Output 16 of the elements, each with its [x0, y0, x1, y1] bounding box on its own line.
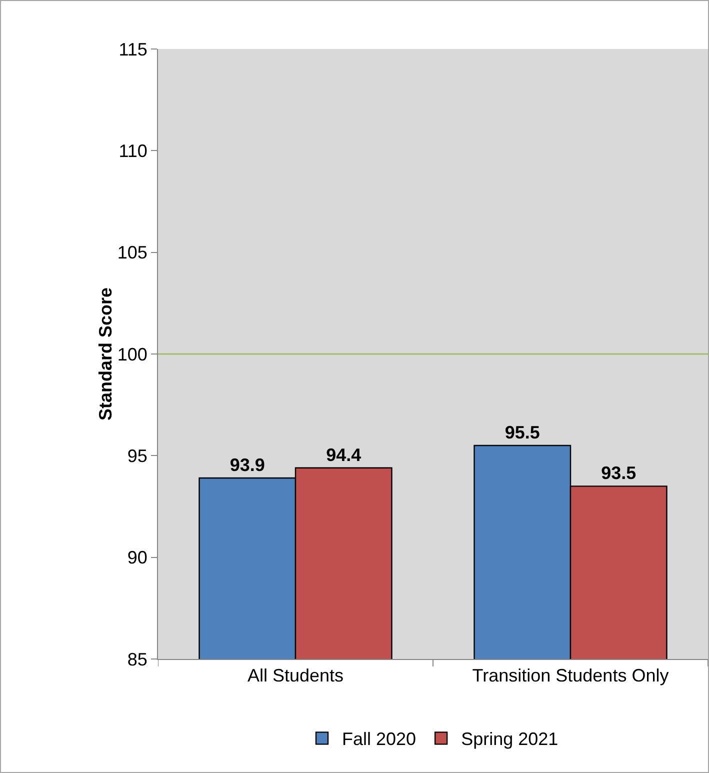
y-tick-label: 95 [127, 446, 148, 466]
y-tick-label: 85 [127, 649, 148, 670]
y-axis-title: Standard Score [95, 287, 116, 421]
x-tick-label: All Students [247, 666, 344, 686]
legend-label: Spring 2021 [461, 729, 558, 750]
data-label: 93.5 [601, 463, 636, 484]
y-tick-label: 100 [117, 344, 148, 364]
data-label: 93.9 [230, 455, 265, 476]
legend-label: Fall 2020 [342, 729, 416, 750]
y-tick-label: 115 [118, 39, 148, 60]
y-tick-label: 110 [118, 140, 148, 161]
data-label: 94.4 [326, 444, 362, 465]
y-tick-label: 90 [127, 548, 148, 568]
x-tick-label: Transition Students Only [472, 666, 669, 686]
data-label: 95.5 [504, 422, 540, 442]
y-tick-label: 105 [117, 242, 148, 263]
